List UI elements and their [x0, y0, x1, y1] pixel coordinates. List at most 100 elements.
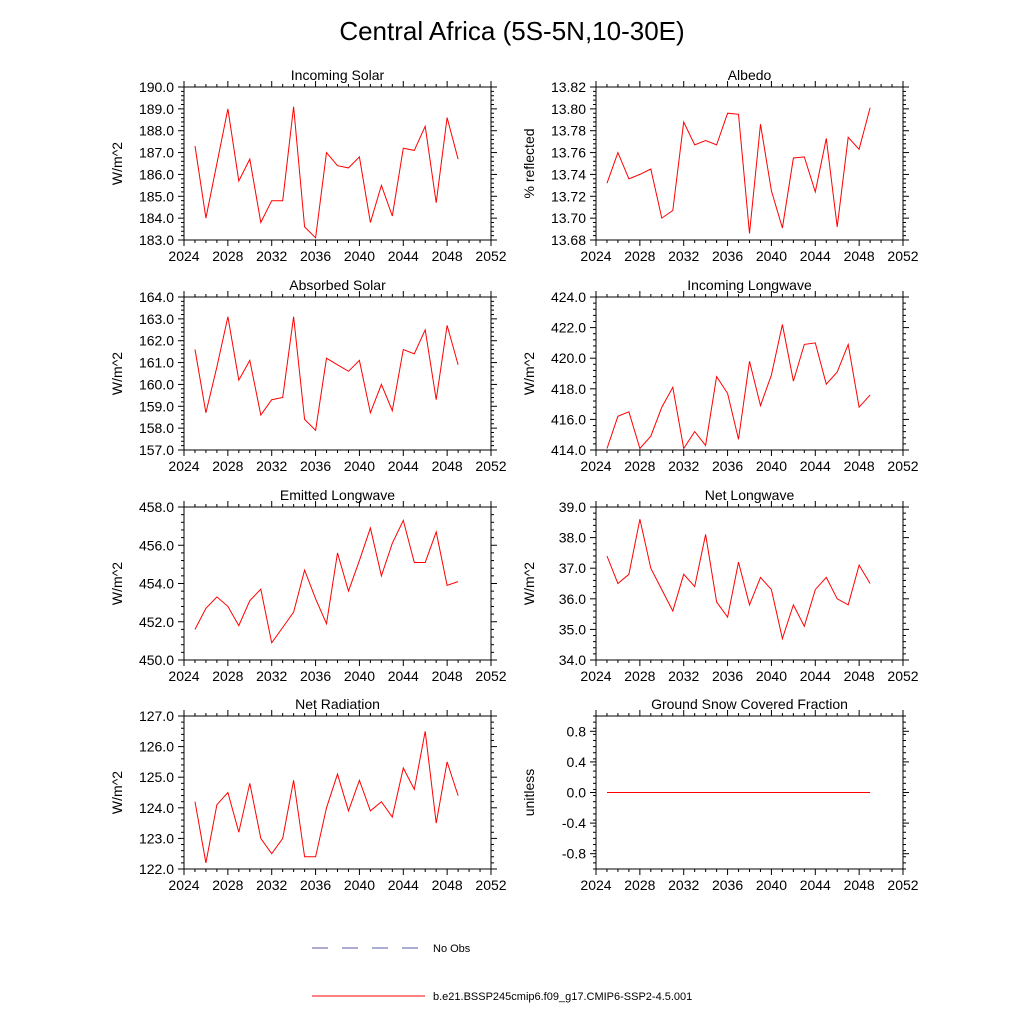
panel-title: Emitted Longwave	[280, 487, 395, 503]
y-axis-label: W/m^2	[109, 562, 125, 605]
panel-title: Net Radiation	[295, 696, 380, 712]
y-tick-label: 13.78	[551, 123, 586, 139]
x-tick-label: 2048	[432, 458, 463, 474]
series-line	[606, 519, 871, 641]
y-tick-label: 0.4	[567, 754, 587, 770]
series-line	[194, 731, 459, 863]
x-tick-label: 2036	[712, 458, 743, 474]
y-axis-label: W/m^2	[109, 771, 125, 814]
x-tick-label: 2052	[887, 248, 918, 264]
series-line	[194, 518, 459, 645]
x-tick-label: 2028	[212, 458, 243, 474]
y-tick-label: 414.0	[551, 442, 586, 458]
y-axis-label: W/m^2	[109, 352, 125, 395]
y-tick-label: 458.0	[139, 499, 174, 515]
y-axis-label: % reflected	[521, 128, 537, 198]
y-tick-label: 34.0	[559, 652, 586, 668]
x-tick-label: 2048	[844, 458, 875, 474]
x-tick-label: 2032	[668, 877, 699, 893]
y-tick-label: 162.0	[139, 333, 174, 349]
y-tick-label: 164.0	[139, 289, 174, 305]
y-tick-label: 36.0	[559, 591, 586, 607]
y-tick-label: 456.0	[139, 537, 174, 553]
x-tick-label: 2032	[256, 248, 287, 264]
chart-panel-2: Albedo % reflected 2024 2028 2032 2036 2040 204…	[521, 67, 919, 264]
y-tick-label: 13.68	[551, 232, 586, 248]
x-tick-label: 2052	[887, 668, 918, 684]
x-tick-label: 2032	[668, 248, 699, 264]
x-tick-label: 2024	[580, 668, 611, 684]
x-tick-label: 2044	[800, 668, 831, 684]
y-tick-label: 187.0	[139, 145, 174, 161]
x-tick-label: 2052	[475, 458, 506, 474]
y-tick-label: 416.0	[551, 411, 586, 427]
x-tick-label: 2040	[344, 877, 375, 893]
plot-frame	[183, 715, 492, 870]
plot-frame	[183, 296, 492, 451]
y-tick-label: 13.76	[551, 145, 586, 161]
series-line	[194, 316, 459, 432]
x-tick-label: 2044	[800, 877, 831, 893]
x-tick-label: 2028	[212, 248, 243, 264]
x-tick-label: 2048	[432, 668, 463, 684]
x-tick-label: 2024	[168, 248, 199, 264]
y-tick-label: -0.4	[562, 815, 586, 831]
x-tick-label: 2024	[580, 248, 611, 264]
x-tick-label: 2028	[624, 458, 655, 474]
y-axis-label: W/m^2	[521, 352, 537, 395]
y-tick-label: 159.0	[139, 398, 174, 414]
y-tick-label: 35.0	[559, 621, 586, 637]
y-tick-label: 13.80	[551, 101, 586, 117]
y-tick-label: 0.8	[567, 723, 587, 739]
y-tick-label: 38.0	[559, 530, 586, 546]
y-tick-label: 418.0	[551, 381, 586, 397]
y-tick-label: 124.0	[139, 800, 174, 816]
series-line	[606, 107, 871, 234]
y-tick-label: 0.0	[567, 785, 587, 801]
y-tick-label: 13.74	[551, 166, 586, 182]
x-tick-label: 2044	[388, 458, 419, 474]
x-tick-label: 2048	[432, 877, 463, 893]
y-axis-label: W/m^2	[109, 142, 125, 185]
x-tick-label: 2028	[624, 248, 655, 264]
panel-title: Incoming Solar	[291, 67, 385, 83]
x-tick-label: 2028	[624, 668, 655, 684]
x-tick-label: 2028	[212, 877, 243, 893]
y-tick-label: 161.0	[139, 355, 174, 371]
x-tick-label: 2040	[756, 668, 787, 684]
x-tick-label: 2052	[475, 877, 506, 893]
chart-panel-6: Net Longwave W/m^2 2024 2028 2032 2036 2040 204…	[521, 487, 919, 684]
y-tick-label: 13.70	[551, 210, 586, 226]
x-tick-label: 2024	[168, 877, 199, 893]
y-tick-label: 452.0	[139, 614, 174, 630]
y-tick-label: 420.0	[551, 350, 586, 366]
x-tick-label: 2032	[256, 458, 287, 474]
chart-panel-5: Emitted Longwave W/m^2 2024 2028 2032 2036 204…	[109, 487, 507, 684]
x-tick-label: 2032	[256, 877, 287, 893]
x-tick-label: 2024	[580, 877, 611, 893]
x-tick-label: 2036	[300, 248, 331, 264]
x-tick-label: 2040	[756, 458, 787, 474]
y-tick-label: 424.0	[551, 289, 586, 305]
y-tick-label: 183.0	[139, 232, 174, 248]
y-tick-label: 126.0	[139, 739, 174, 755]
y-tick-label: 186.0	[139, 166, 174, 182]
y-tick-label: 127.0	[139, 708, 174, 724]
y-tick-label: 37.0	[559, 560, 586, 576]
x-tick-label: 2036	[712, 877, 743, 893]
y-tick-label: 13.72	[551, 188, 586, 204]
legend-model-label: b.e21.BSSP245cmip6.f09_g17.CMIP6-SSP2-4.…	[433, 991, 692, 1003]
y-tick-label: 123.0	[139, 830, 174, 846]
chart-panel-8: Ground Snow Covered Fraction unitless 2024…	[521, 696, 919, 893]
legend: No Obs b.e21.BSSP245cmip6.f09_g17.CMIP6-…	[312, 943, 692, 1003]
y-tick-label: 125.0	[139, 769, 174, 785]
y-tick-label: 39.0	[559, 499, 586, 515]
x-tick-label: 2032	[668, 668, 699, 684]
x-tick-label: 2048	[432, 248, 463, 264]
x-tick-label: 2024	[168, 458, 199, 474]
y-axis-label: unitless	[521, 769, 537, 816]
panel-title: Absorbed Solar	[289, 277, 386, 293]
x-tick-label: 2048	[844, 877, 875, 893]
x-tick-label: 2044	[388, 877, 419, 893]
